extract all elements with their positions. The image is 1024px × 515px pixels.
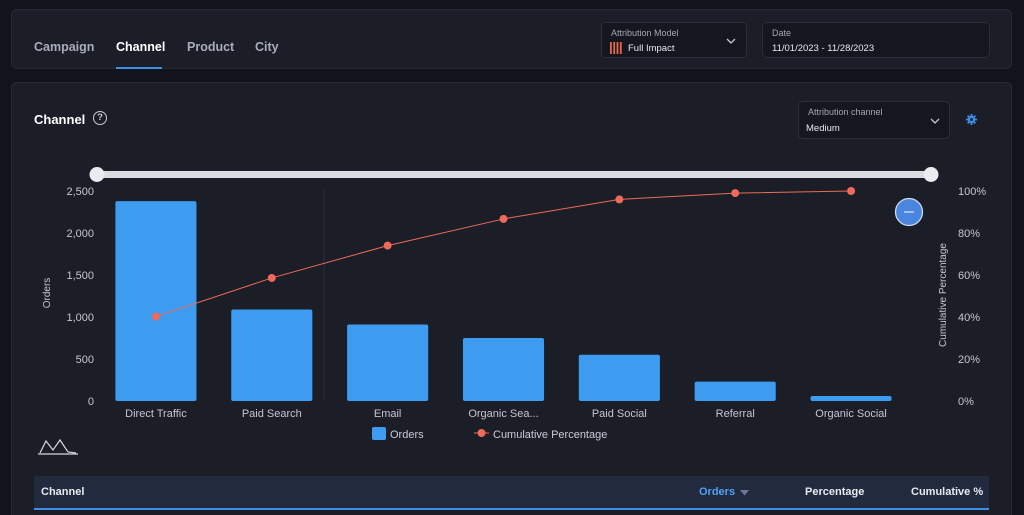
- column-header-cumulative[interactable]: Cumulative %: [911, 486, 984, 498]
- bar-orders[interactable]: [231, 309, 313, 401]
- gear-icon[interactable]: [966, 114, 977, 125]
- y-tick-label-left: 1,000: [66, 312, 94, 324]
- chevron-down-icon: [930, 118, 940, 124]
- x-tick-label: Direct Traffic: [125, 408, 187, 420]
- zoom-slider-left-handle[interactable]: [89, 167, 105, 182]
- date-range-picker[interactable]: Date 11/01/2023 - 11/28/2023: [762, 22, 990, 58]
- legend-label-cumulative[interactable]: Cumulative Percentage: [493, 429, 607, 441]
- y-tick-label-right: 20%: [958, 354, 980, 366]
- date-value: 11/01/2023 - 11/28/2023: [772, 43, 875, 54]
- bar-orders[interactable]: [115, 201, 197, 401]
- column-header-orders[interactable]: Orders: [699, 486, 736, 498]
- cumulative-point[interactable]: [151, 312, 160, 321]
- y-tick-label-right: 0%: [958, 396, 974, 408]
- date-label: Date: [772, 28, 792, 38]
- tab-channel[interactable]: Channel: [116, 40, 166, 54]
- channel-panel: Channel ? Attribution channel Medium 2,5…: [11, 82, 1012, 515]
- cumulative-point[interactable]: [267, 273, 276, 282]
- tab-product[interactable]: Product: [187, 40, 235, 54]
- cumulative-point[interactable]: [615, 195, 624, 204]
- bar-orders[interactable]: [462, 338, 545, 401]
- y-tick-label-left: 0: [88, 396, 94, 408]
- top-bar: Campaign Channel Product City Attributio…: [11, 9, 1012, 69]
- attribution-model-label: Attribution Model: [611, 28, 679, 38]
- attribution-channel-value: Medium: [806, 123, 840, 134]
- y-tick-label-left: 1,500: [66, 270, 94, 282]
- cumulative-point[interactable]: [499, 214, 508, 223]
- attribution-channel-label: Attribution channel: [808, 107, 883, 117]
- cumulative-point[interactable]: [383, 241, 392, 250]
- bar-orders[interactable]: [694, 381, 776, 401]
- y-tick-label-right: 100%: [958, 186, 986, 198]
- bar-orders[interactable]: [578, 354, 660, 401]
- y-tick-label-left: 2,500: [66, 186, 94, 198]
- x-tick-label: Organic Social: [815, 408, 887, 420]
- legend-swatch-cumulative[interactable]: [477, 429, 486, 437]
- table-header: Channel Orders Percentage Cumulative %: [34, 476, 989, 510]
- help-icon[interactable]: ?: [93, 111, 107, 125]
- tab-campaign[interactable]: Campaign: [34, 40, 95, 54]
- x-tick-label: Organic Sea...: [468, 408, 538, 420]
- y-axis-title-left: Orders: [42, 278, 53, 309]
- y-tick-label-right: 80%: [958, 228, 980, 240]
- cumulative-line: [155, 190, 852, 318]
- column-header-percentage[interactable]: Percentage: [805, 486, 865, 498]
- active-tab-indicator: [116, 67, 162, 69]
- x-tick-label: Paid Social: [592, 408, 647, 420]
- column-header-channel[interactable]: Channel: [41, 486, 85, 498]
- y-tick-label-left: 2,000: [66, 228, 94, 240]
- x-tick-label: Referral: [716, 408, 755, 420]
- sort-desc-icon[interactable]: [740, 490, 749, 496]
- y-tick-label-left: 500: [76, 354, 94, 366]
- pareto-chart: 2,500 2,000 1,500 1,000 500 0 100% 80% 60% 40% 20…: [38, 167, 986, 455]
- legend-label-orders[interactable]: Orders: [390, 429, 424, 441]
- panel-title: Channel: [34, 112, 86, 127]
- y-axis-title-right: Cumulative Percentage: [938, 243, 949, 347]
- zoom-slider-track[interactable]: [97, 171, 931, 178]
- cumulative-point[interactable]: [847, 187, 856, 195]
- bar-orders[interactable]: [347, 324, 429, 401]
- y-tick-label-right: 40%: [958, 312, 980, 324]
- brand-logo: [38, 438, 78, 455]
- cumulative-point[interactable]: [731, 189, 740, 198]
- zoom-slider-right-handle[interactable]: [923, 167, 939, 182]
- attribution-model-select[interactable]: Attribution Model Full Impact: [601, 22, 747, 58]
- x-tick-label: Paid Search: [242, 408, 302, 420]
- y-tick-label-right: 60%: [958, 270, 980, 282]
- tab-city[interactable]: City: [255, 40, 279, 54]
- attribution-bars-icon: [610, 42, 622, 54]
- bar-orders[interactable]: [810, 395, 892, 401]
- x-tick-label: Email: [374, 408, 402, 420]
- chevron-down-icon: [726, 38, 736, 44]
- attribution-model-value: Full Impact: [628, 43, 675, 54]
- attribution-channel-select[interactable]: Attribution channel Medium: [798, 101, 950, 139]
- legend-swatch-orders[interactable]: [372, 427, 386, 440]
